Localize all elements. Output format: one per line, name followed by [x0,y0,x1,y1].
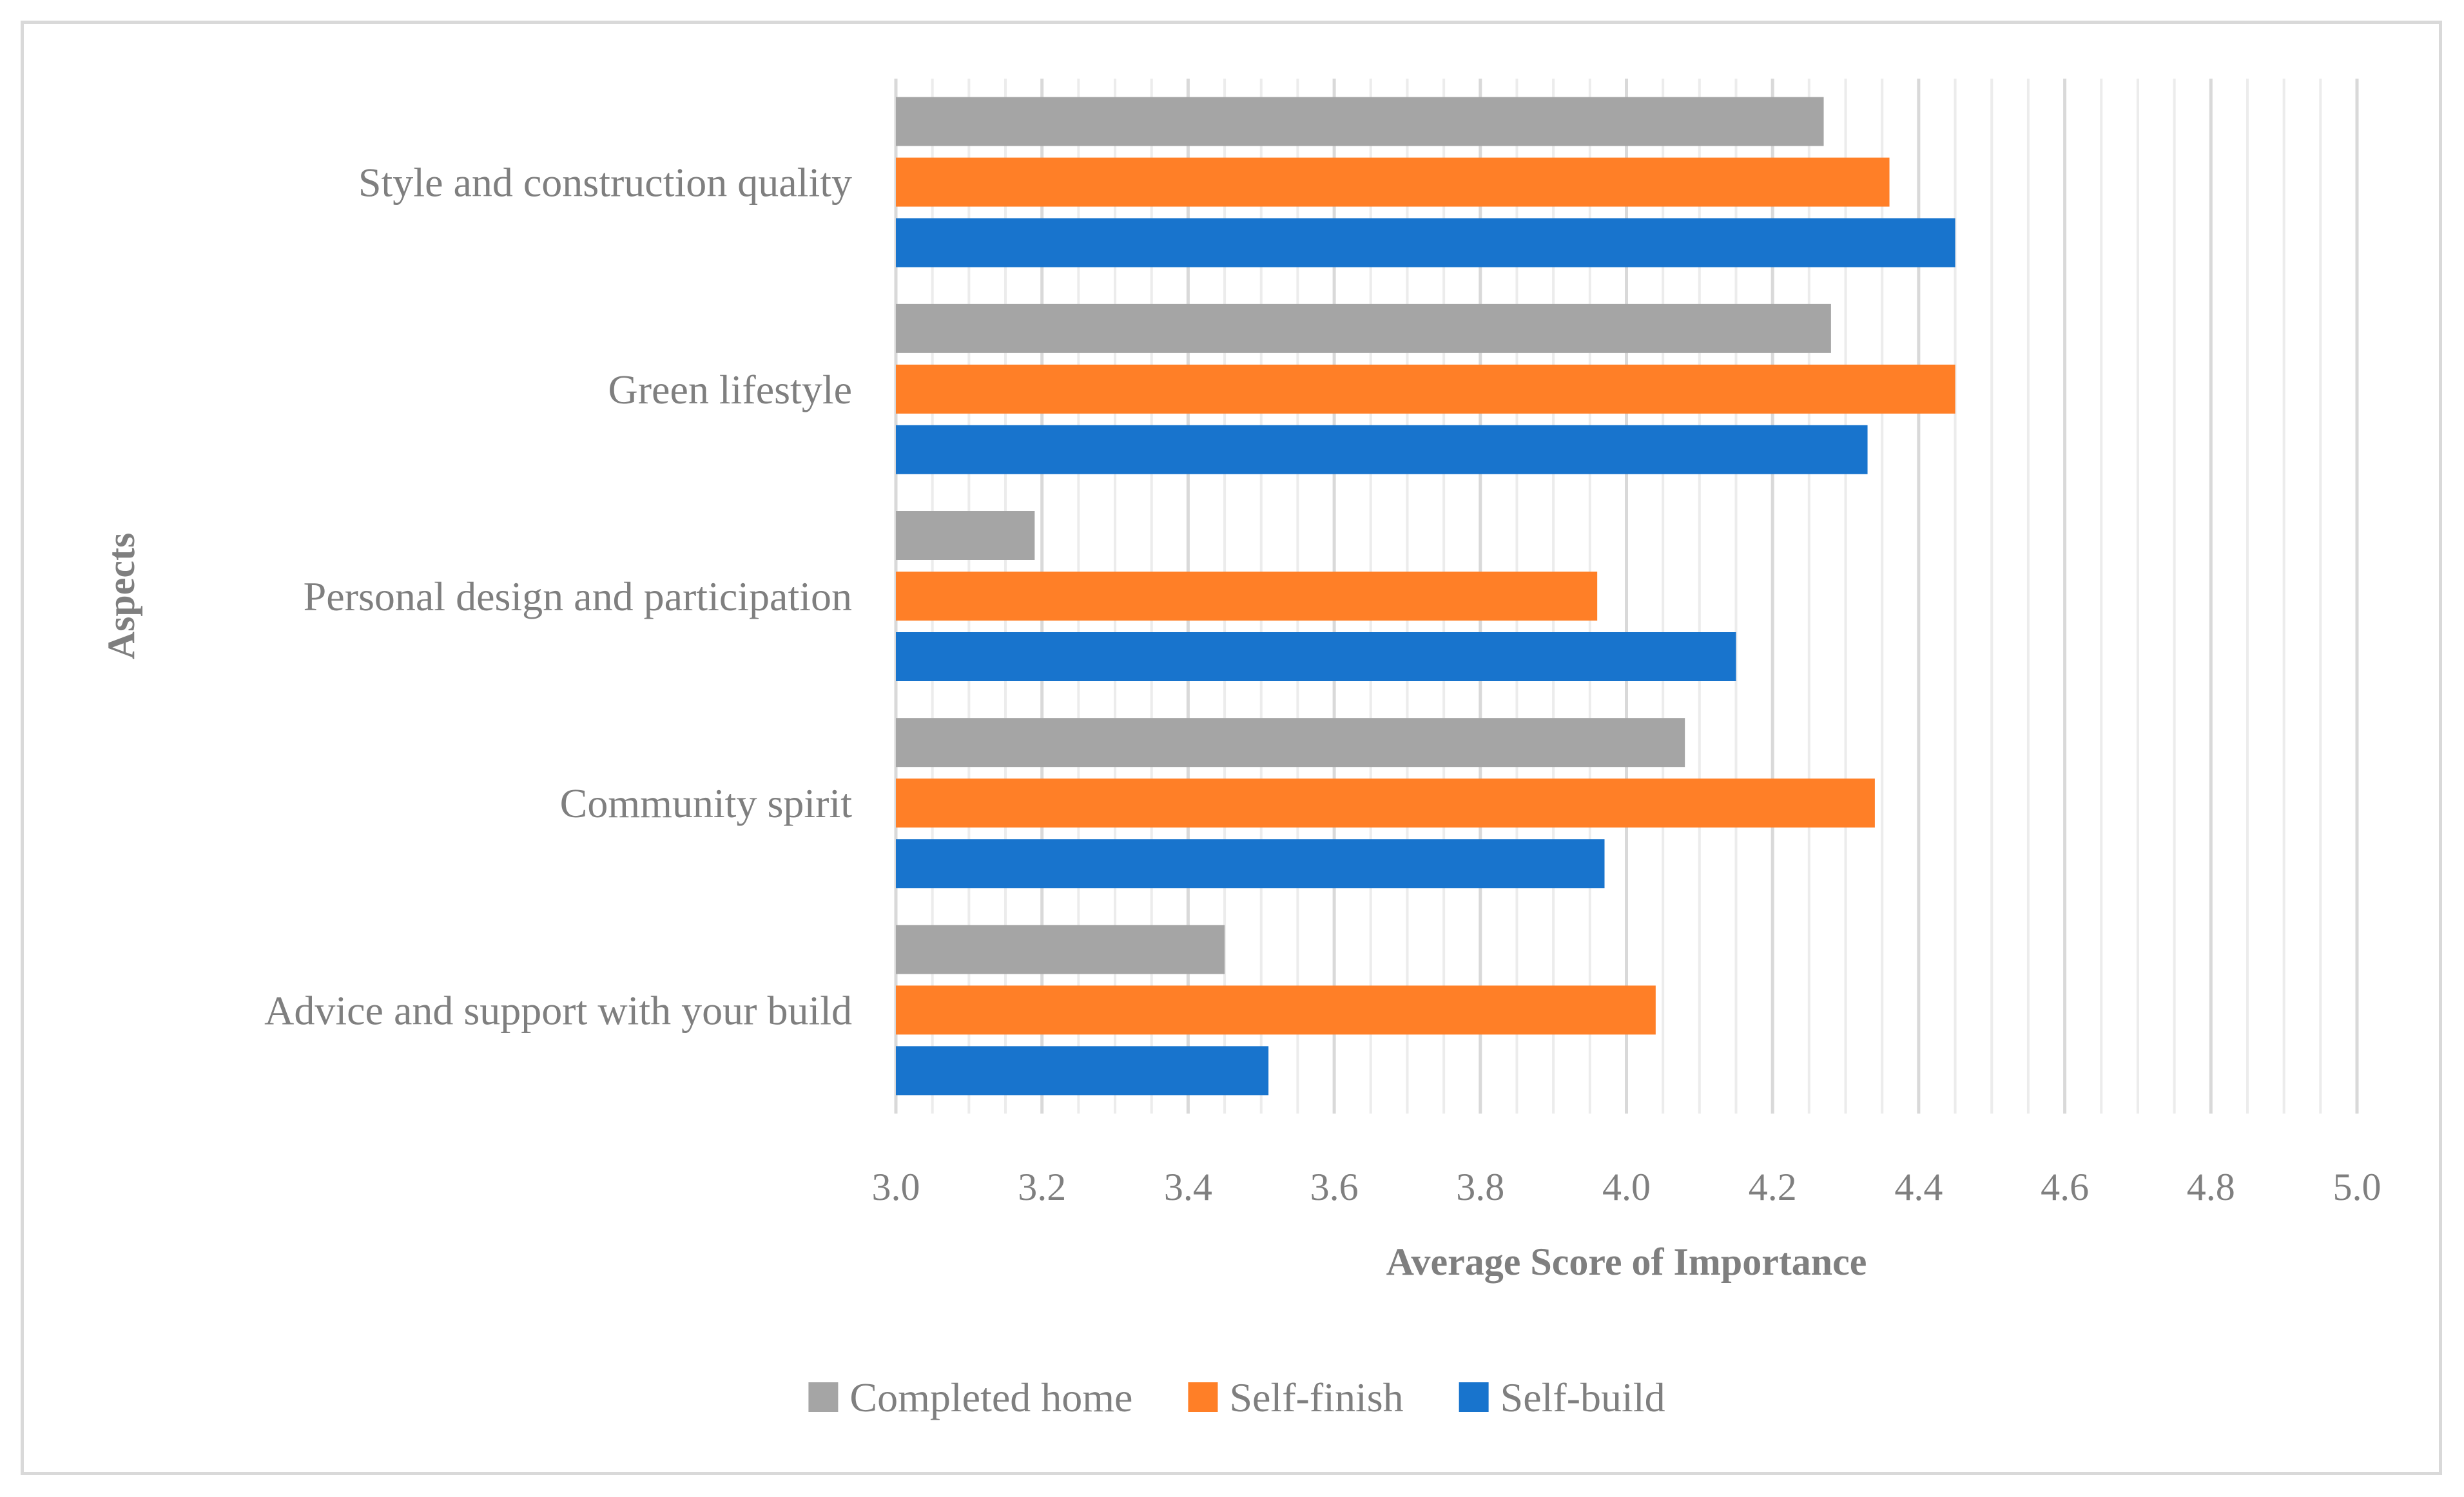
bar-self-finish [896,778,1875,828]
legend-label: Completed home [849,1375,1132,1420]
bar-self-finish [896,985,1656,1035]
legend-item-self-build: Self-build [1459,1375,1665,1420]
x-tick-label: 3.4 [1164,1166,1212,1208]
x-tick-labels: 3.0 3.2 3.4 3.6 3.8 4.0 4.2 4.4 4.6 4.8 5.0 [872,1166,2382,1208]
bar-completed-home [896,511,1035,560]
category-label: Style and construction quality [358,160,852,206]
category-label: Community spirit [560,780,853,826]
legend-swatch [1188,1382,1218,1412]
legend: Completed home Self-finish Self-build [808,1375,1665,1420]
bar-self-build [896,425,1868,474]
bar-self-build [896,839,1605,889]
bar-self-finish [896,364,1955,414]
bar-self-build [896,1046,1269,1096]
x-tick-label: 3.8 [1456,1166,1504,1208]
x-tick-label: 4.0 [1602,1166,1651,1208]
x-tick-label: 3.2 [1018,1166,1066,1208]
bar-self-finish [896,157,1890,207]
category-label: Green lifestyle [608,367,853,412]
bar-self-build [896,632,1736,681]
bars [896,97,1955,1096]
category-labels: Style and construction quality Green life… [264,160,852,1034]
legend-label: Self-build [1500,1375,1665,1420]
bar-self-build [896,218,1955,267]
category-label: Advice and support with your build [264,987,852,1033]
x-tick-label: 4.2 [1749,1166,1797,1208]
x-tick-label: 3.6 [1310,1166,1359,1208]
bar-completed-home [896,925,1225,974]
bar-completed-home [896,304,1831,353]
legend-swatch [1459,1382,1489,1412]
x-tick-label: 4.4 [1894,1166,1943,1208]
x-axis-title: Average Score of Importance [1386,1241,1867,1283]
legend-item-self-finish: Self-finish [1188,1375,1404,1420]
bar-self-finish [896,572,1598,621]
x-tick-label: 5.0 [2333,1166,2382,1208]
x-tick-label: 4.6 [2041,1166,2089,1208]
y-axis-title: Aspects [100,533,142,660]
legend-label: Self-finish [1229,1375,1403,1420]
legend-item-completed-home: Completed home [808,1375,1132,1420]
x-tick-label: 4.8 [2187,1166,2235,1208]
bar-completed-home [896,718,1685,768]
bar-completed-home [896,97,1824,146]
legend-swatch [808,1382,839,1412]
x-tick-label: 3.0 [872,1166,920,1208]
category-label: Personal design and participation [304,574,852,619]
